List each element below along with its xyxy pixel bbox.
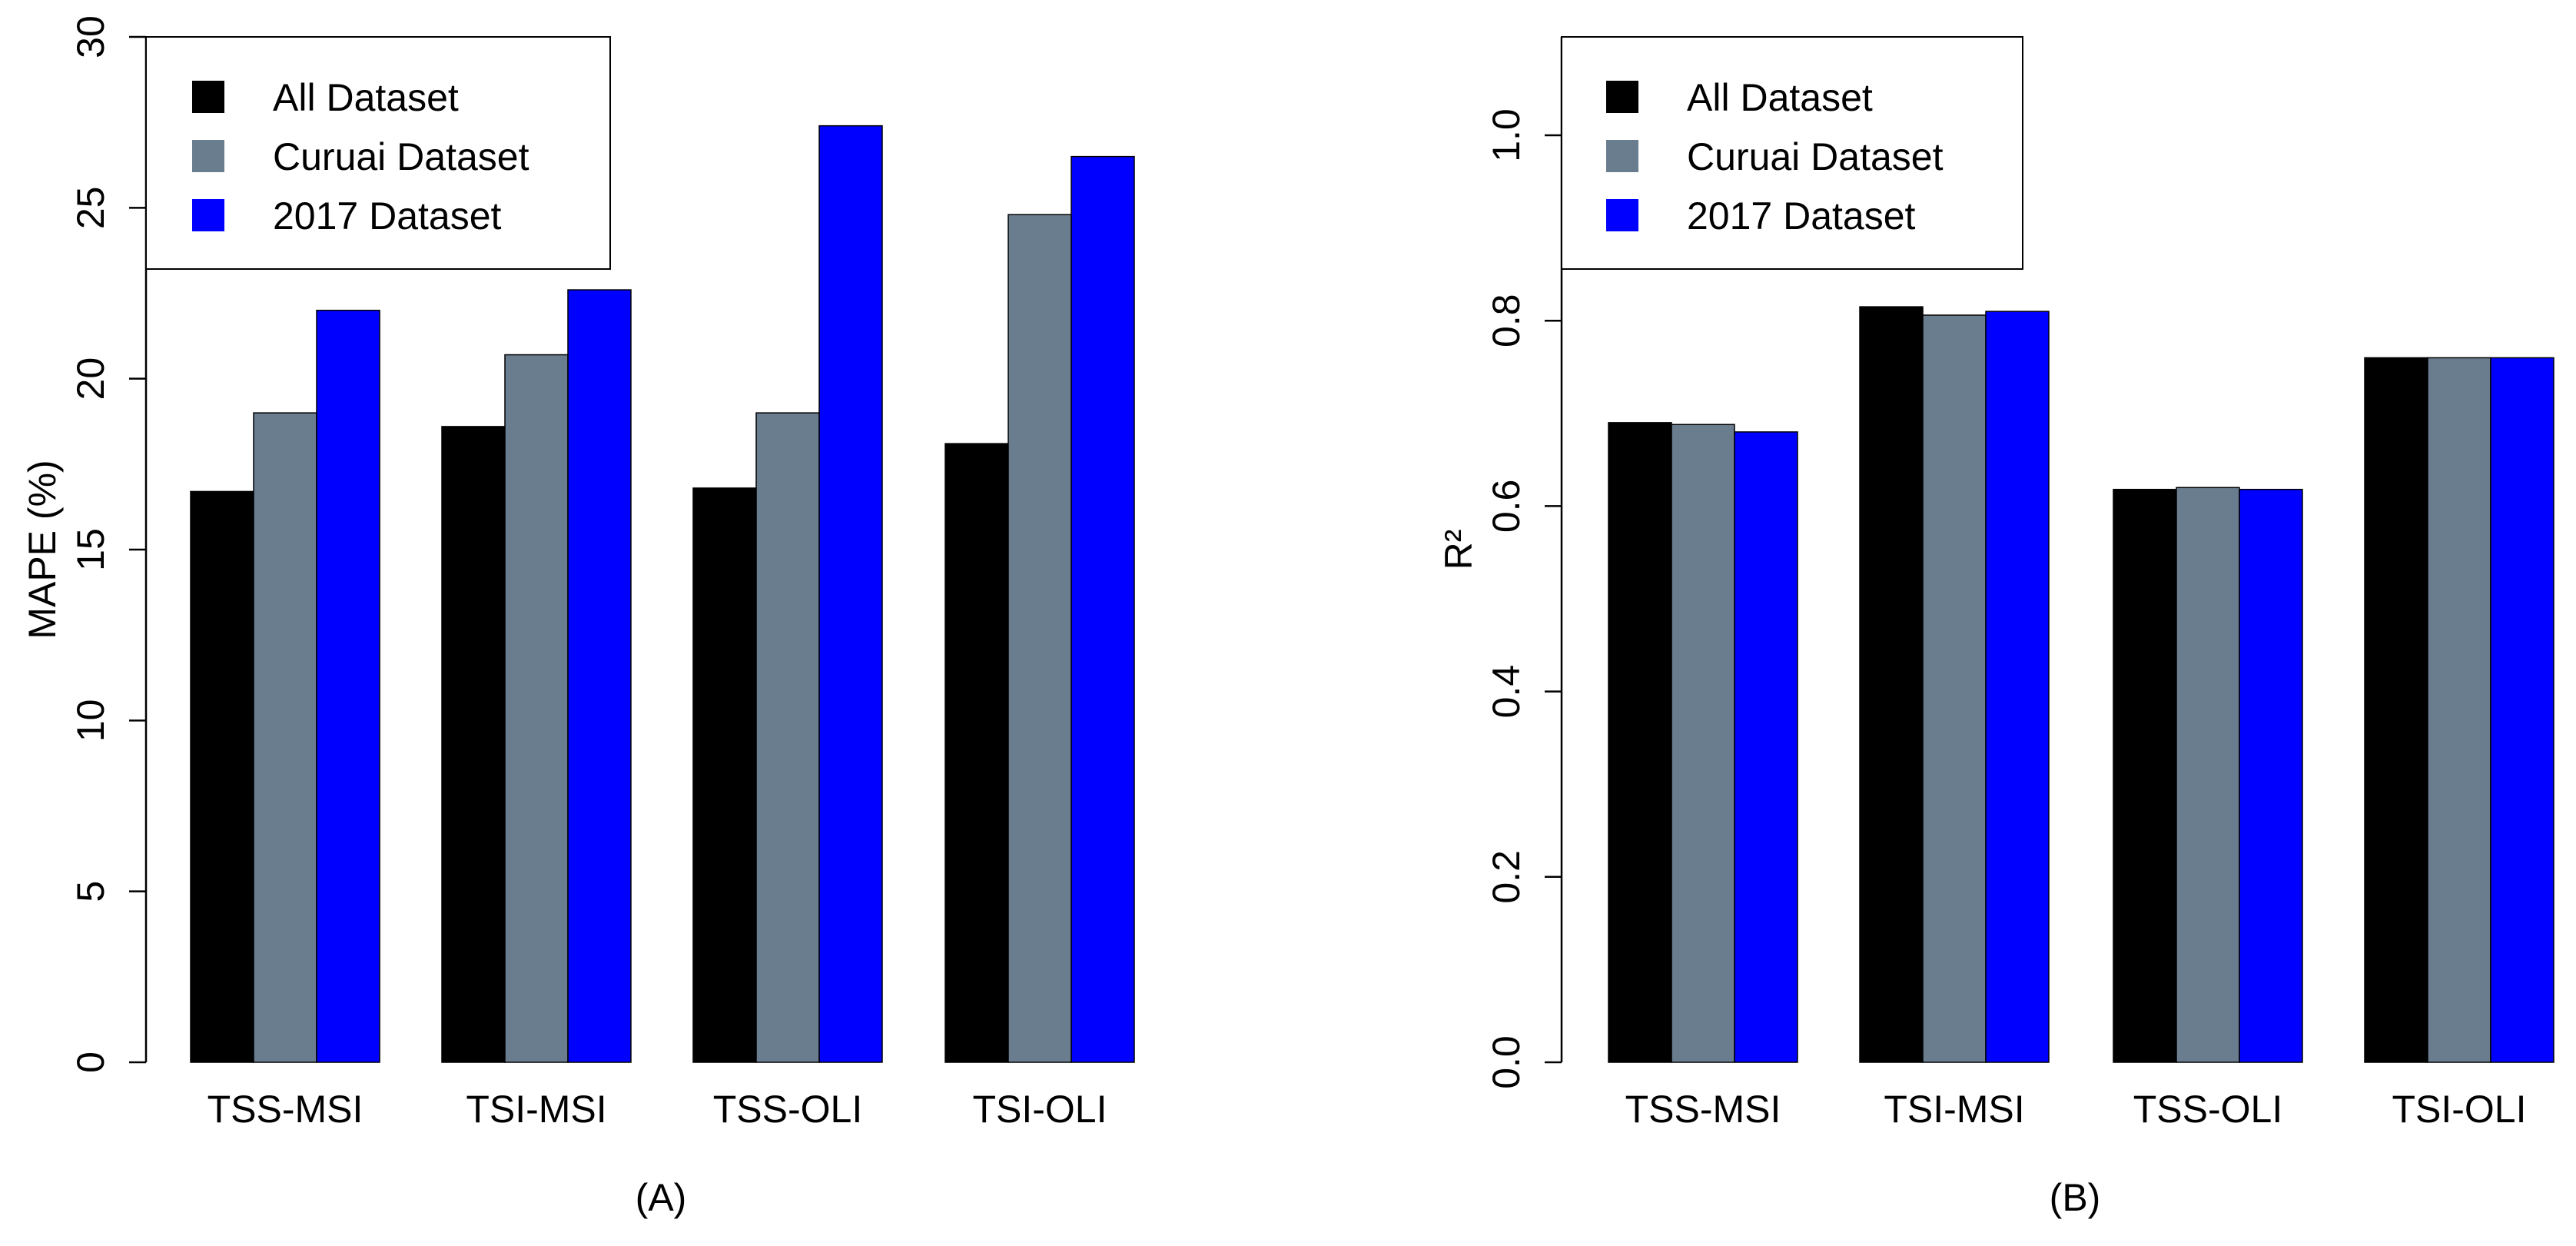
y-tick-label: 20 bbox=[69, 357, 112, 400]
chart-panel-a: MAPE (%) (A) 0 5 10 15 20 25 30 TSS-MSI TSI-MSI… bbox=[21, 15, 1135, 1219]
bar-tss-oli-2017-dataset bbox=[2239, 488, 2303, 1063]
y-tick-label: 10 bbox=[69, 699, 112, 743]
x-tick-label: TSS-MSI bbox=[1625, 1088, 1781, 1131]
y-ticks: 0 5 10 15 20 25 30 bbox=[69, 15, 146, 1073]
legend-label-curuai-dataset: Curuai Dataset bbox=[273, 135, 529, 178]
panel-label: (A) bbox=[636, 1176, 687, 1219]
legend-swatch-2017-dataset bbox=[1606, 199, 1638, 231]
y-tick-label: 0.6 bbox=[1485, 480, 1528, 533]
y-tick-label: 5 bbox=[69, 881, 112, 902]
x-tick-label: TSS-OLI bbox=[713, 1088, 862, 1131]
bar-tss-oli-all-dataset bbox=[2113, 488, 2177, 1063]
x-tick-labels: TSS-MSI TSI-MSI TSS-OLI TSI-OLI bbox=[207, 1088, 1107, 1131]
bar-tsi-oli-2017-dataset bbox=[1071, 155, 1135, 1063]
legend: All Dataset Curuai Dataset 2017 Dataset bbox=[1561, 36, 2023, 270]
legend-label-all-dataset: All Dataset bbox=[273, 76, 459, 119]
legend-label-curuai-dataset: Curuai Dataset bbox=[1687, 135, 1944, 178]
legend-swatch-all-dataset bbox=[1606, 81, 1638, 113]
legend-label-all-dataset: All Dataset bbox=[1687, 76, 1873, 119]
bar-tsi-oli-curuai-dataset bbox=[1007, 214, 1072, 1063]
bar-tss-msi-2017-dataset bbox=[316, 309, 380, 1063]
x-tick-label: TSS-OLI bbox=[2133, 1088, 2282, 1131]
bar-tss-msi-all-dataset bbox=[190, 490, 254, 1063]
bar-tss-oli-all-dataset bbox=[692, 487, 757, 1063]
legend-label-2017-dataset: 2017 Dataset bbox=[1687, 194, 1916, 238]
y-tick-label: 30 bbox=[69, 15, 112, 58]
y-tick-label: 25 bbox=[69, 187, 112, 230]
y-axis-label: MAPE (%) bbox=[21, 460, 64, 639]
legend-swatch-2017-dataset bbox=[192, 199, 224, 231]
panel-label: (B) bbox=[2050, 1176, 2101, 1219]
bar-tsi-msi-curuai-dataset bbox=[504, 354, 569, 1063]
x-tick-label: TSI-MSI bbox=[466, 1088, 606, 1131]
chart-panel-b: R² (B) 0.0 0.2 0.4 0.6 0.8 1.0 TSS-MSI TSI-MSI… bbox=[1437, 36, 2554, 1219]
y-tick-label: 15 bbox=[69, 528, 112, 571]
bar-tsi-oli-curuai-dataset bbox=[2427, 357, 2491, 1063]
bar-tsi-msi-2017-dataset bbox=[1985, 311, 2050, 1063]
y-tick-label: 0.8 bbox=[1485, 294, 1528, 347]
bar-tss-msi-2017-dataset bbox=[1734, 431, 1798, 1063]
legend-swatch-curuai-dataset bbox=[192, 140, 224, 172]
y-tick-label: 0.0 bbox=[1485, 1035, 1528, 1089]
bar-tsi-msi-all-dataset bbox=[1859, 306, 1924, 1063]
x-tick-labels: TSS-MSI TSI-MSI TSS-OLI TSI-OLI bbox=[1625, 1088, 2527, 1131]
x-tick-label: TSS-MSI bbox=[207, 1088, 363, 1131]
y-tick-label: 0.2 bbox=[1485, 850, 1528, 904]
x-tick-label: TSI-OLI bbox=[972, 1088, 1107, 1131]
bar-group bbox=[190, 125, 1135, 1063]
y-tick-label: 1.0 bbox=[1485, 108, 1528, 162]
y-tick-label: 0.4 bbox=[1485, 665, 1528, 719]
bar-tss-oli-2017-dataset bbox=[818, 125, 883, 1063]
bar-tsi-msi-all-dataset bbox=[441, 426, 506, 1063]
x-tick-label: TSI-OLI bbox=[2392, 1088, 2526, 1131]
legend-label-2017-dataset: 2017 Dataset bbox=[273, 194, 502, 238]
bar-tsi-msi-curuai-dataset bbox=[1922, 314, 1987, 1063]
legend-swatch-all-dataset bbox=[192, 81, 224, 113]
bar-tsi-oli-all-dataset bbox=[2364, 357, 2428, 1063]
y-ticks: 0.0 0.2 0.4 0.6 0.8 1.0 bbox=[1485, 108, 1562, 1089]
bar-tsi-msi-2017-dataset bbox=[567, 289, 632, 1063]
legend: All Dataset Curuai Dataset 2017 Dataset bbox=[145, 36, 611, 270]
bar-tss-oli-curuai-dataset bbox=[2176, 487, 2240, 1063]
bar-group bbox=[1608, 306, 2554, 1063]
bar-tss-msi-curuai-dataset bbox=[1671, 424, 1735, 1063]
y-tick-label: 0 bbox=[69, 1052, 112, 1073]
y-axis-label: R² bbox=[1437, 530, 1480, 570]
x-tick-label: TSI-MSI bbox=[1884, 1088, 2024, 1131]
legend-swatch-curuai-dataset bbox=[1606, 140, 1638, 172]
bar-tss-msi-curuai-dataset bbox=[253, 412, 317, 1063]
bar-tsi-oli-2017-dataset bbox=[2490, 357, 2554, 1063]
bar-tss-msi-all-dataset bbox=[1608, 422, 1672, 1063]
bar-tss-oli-curuai-dataset bbox=[755, 412, 820, 1063]
bar-tsi-oli-all-dataset bbox=[944, 443, 1009, 1063]
